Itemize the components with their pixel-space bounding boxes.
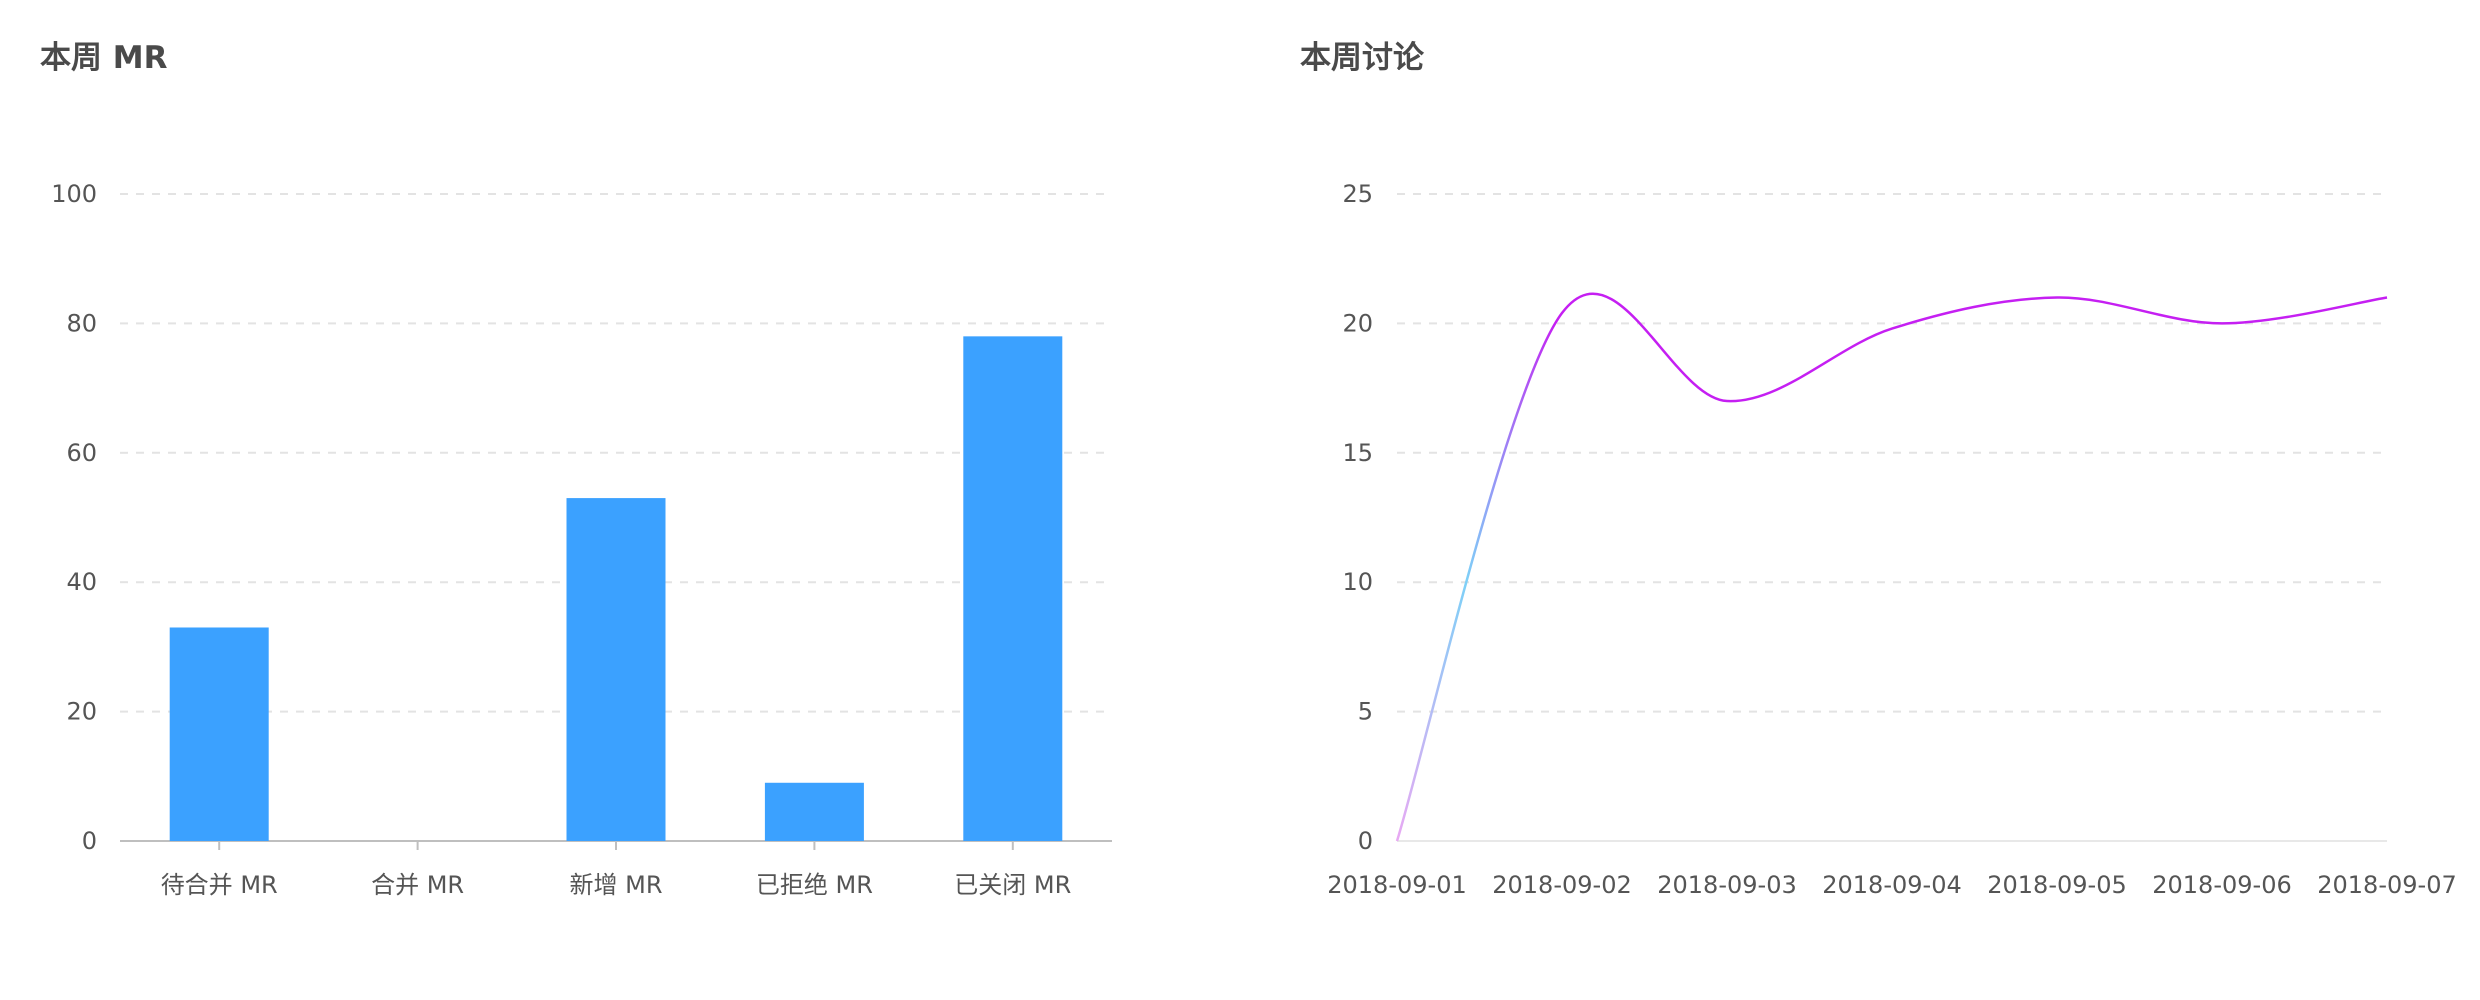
y-tick-label: 0 (82, 827, 97, 855)
y-tick-label: 0 (1358, 827, 1373, 855)
y-tick-label: 100 (51, 180, 97, 208)
y-tick-label: 20 (1342, 309, 1373, 337)
x-tick-label: 2018-09-07 (2317, 871, 2456, 899)
x-tick-label: 2018-09-02 (1492, 871, 1631, 899)
discussion-panel: 本周讨论 0 5 10 15 20 25 2018-09-01 2018-09-02 2018-… (1260, 0, 2480, 1000)
y-tick-label: 25 (1342, 180, 1373, 208)
x-tick-label: 2018-09-06 (2152, 871, 2291, 899)
y-tick-label: 40 (66, 568, 97, 596)
x-tick-label: 2018-09-04 (1822, 871, 1961, 899)
x-tick-label: 2018-09-03 (1657, 871, 1796, 899)
bar[interactable] (764, 782, 864, 841)
y-tick-label: 10 (1342, 568, 1373, 596)
x-tick-label: 新增 MR (569, 871, 662, 899)
x-tick-label: 合并 MR (371, 871, 464, 899)
x-tick-label: 2018-09-01 (1327, 871, 1466, 899)
y-tick-label: 15 (1342, 439, 1373, 467)
bar[interactable] (566, 498, 666, 841)
y-tick-label: 20 (66, 698, 97, 726)
y-tick-label: 5 (1358, 698, 1373, 726)
bar[interactable] (963, 336, 1063, 841)
discussion-panel-title: 本周讨论 (1300, 40, 1424, 76)
x-tick-label: 已拒绝 MR (756, 871, 873, 899)
series-line[interactable] (1395, 292, 2388, 842)
y-tick-label: 80 (66, 309, 97, 337)
y-tick-label: 60 (66, 439, 97, 467)
x-tick-label: 已关闭 MR (954, 871, 1071, 899)
x-tick-label: 2018-09-05 (1987, 871, 2126, 899)
mr-panel: 本周 MR 0 20 40 60 80 100 待合并 MR 合并 MR 新增 MR 已拒绝 MR… (40, 40, 1112, 899)
mr-bar-chart: 0 20 40 60 80 100 待合并 MR 合并 MR 新增 MR 已拒绝 MR 已关闭 MR (51, 180, 1112, 899)
discussion-line-chart: 0 5 10 15 20 25 2018-09-01 2018-09-02 2018-09-03… (1327, 180, 2456, 899)
mr-panel-title: 本周 MR (40, 40, 168, 76)
bar[interactable] (169, 627, 269, 841)
x-tick-label: 待合并 MR (161, 871, 278, 899)
